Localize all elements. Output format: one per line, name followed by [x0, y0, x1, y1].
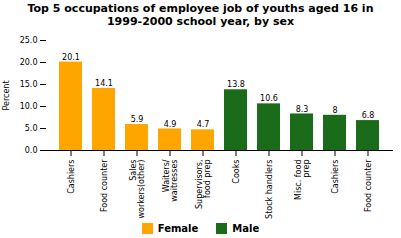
svg-text:13.8: 13.8: [227, 81, 245, 90]
svg-text:10.6: 10.6: [260, 95, 278, 104]
svg-text:Percent: Percent: [2, 81, 11, 111]
svg-text:Cooks: Cooks: [232, 160, 241, 184]
svg-text:5.0: 5.0: [25, 124, 38, 133]
svg-text:25.0: 25.0: [20, 36, 38, 45]
svg-text:8: 8: [332, 106, 337, 115]
svg-text:20.1: 20.1: [62, 53, 80, 62]
svg-text:Food counter: Food counter: [100, 159, 109, 212]
svg-text:4.7: 4.7: [197, 121, 210, 130]
svg-text:Supervisors,food prep: Supervisors,food prep: [195, 160, 212, 209]
svg-text:15.0: 15.0: [20, 80, 38, 89]
svg-text:Cashiers: Cashiers: [67, 160, 76, 194]
svg-text:10.0: 10.0: [20, 102, 38, 111]
svg-text:Misc. foodprep: Misc. foodprep: [294, 160, 311, 200]
svg-text:6.8: 6.8: [362, 112, 375, 121]
svg-text:8.3: 8.3: [296, 105, 309, 114]
svg-text:4.9: 4.9: [164, 120, 177, 129]
html-text:Top 5 occupations of employee: Top 5 occupations of employee job of you…: [27, 2, 374, 29]
svg-text:Food counter: Food counter: [364, 159, 373, 212]
svg-text:0.0: 0.0: [25, 146, 38, 155]
svg-text:20.0: 20.0: [20, 58, 38, 67]
svg-text:14.1: 14.1: [95, 79, 113, 88]
svg-text:Cashiers: Cashiers: [331, 160, 340, 194]
svg-text:5.9: 5.9: [131, 115, 144, 124]
html-text:Male: Male: [232, 223, 260, 235]
svg-text:Salesworkers(other): Salesworkers(other): [129, 160, 146, 219]
svg-text:Waiters/waitresses: Waiters/waitresses: [162, 160, 179, 203]
svg-text:Stock handlers: Stock handlers: [265, 160, 274, 219]
html-text:Female: Female: [157, 223, 199, 235]
